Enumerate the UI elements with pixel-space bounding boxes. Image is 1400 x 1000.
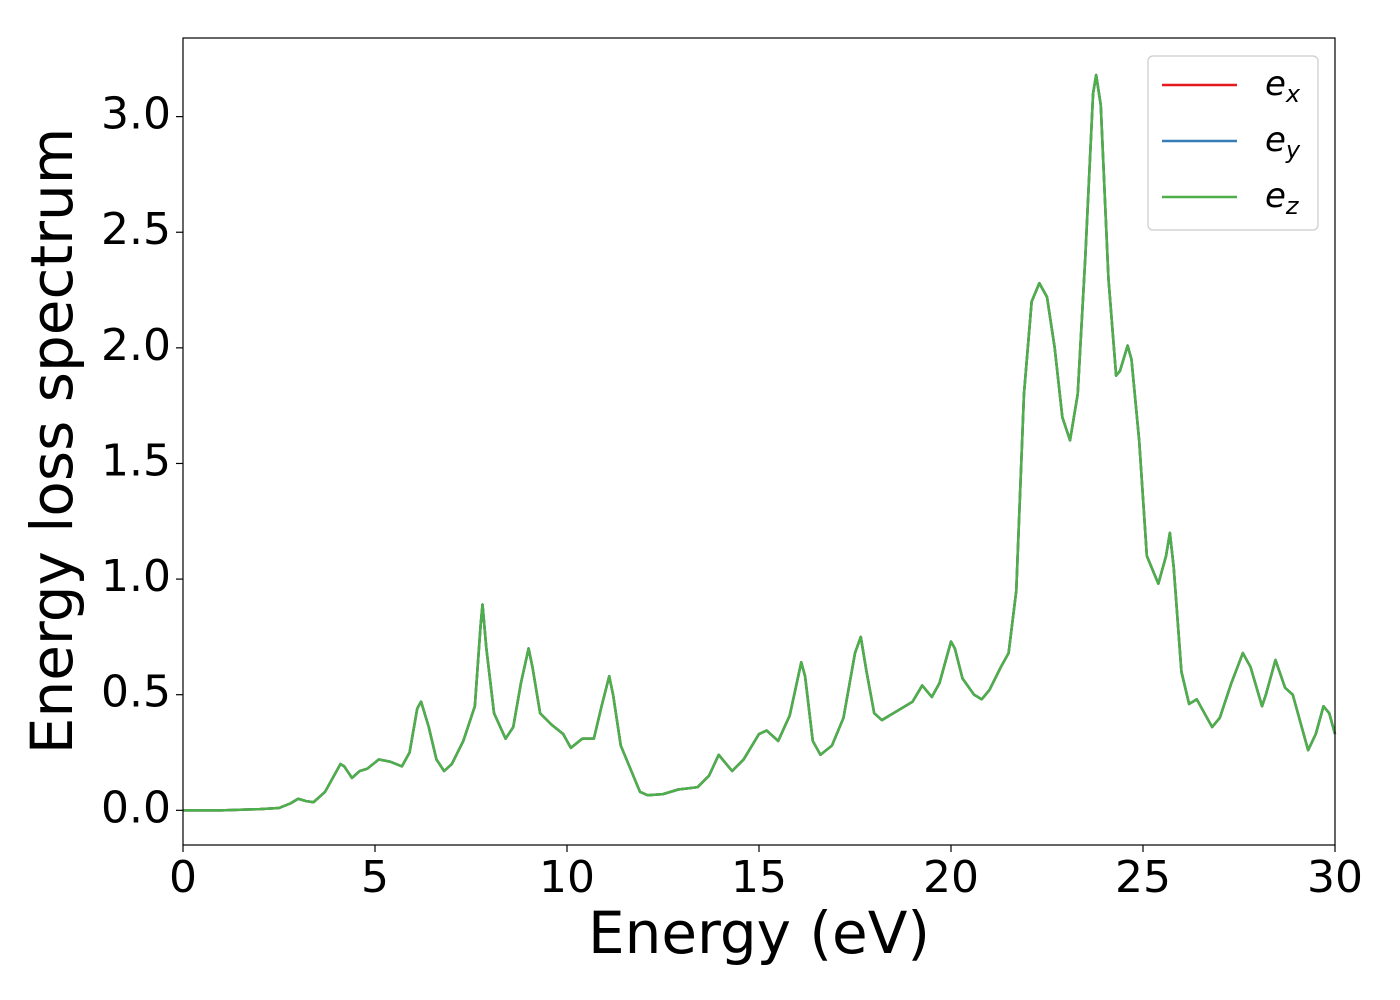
y-tick-label: 2.0 [101, 320, 171, 371]
legend-label: ez [1265, 176, 1300, 221]
x-tick-label: 5 [361, 852, 389, 903]
x-tick-label: 10 [539, 852, 595, 903]
x-axis-label: Energy (eV) [588, 899, 930, 967]
y-tick-label: 0.5 [101, 667, 171, 718]
y-tick-label: 0.0 [101, 782, 171, 833]
legend: ex ey ez [1147, 55, 1319, 231]
legend-label: ex [1265, 64, 1301, 109]
y-tick-label: 1.5 [101, 435, 171, 486]
y-tick-label: 3.0 [101, 89, 171, 140]
line-series [183, 73, 1337, 812]
y-axis-label: Energy loss spectrum [18, 128, 86, 754]
legend-box [1147, 55, 1319, 231]
y-tick-label: 2.5 [101, 204, 171, 255]
x-tick-label: 30 [1307, 852, 1363, 903]
x-tick-label: 25 [1115, 852, 1171, 903]
x-tick-label: 20 [923, 852, 979, 903]
x-tick-label: 15 [731, 852, 787, 903]
plot-frame [182, 37, 1336, 846]
legend-label: ey [1265, 120, 1301, 165]
x-tick-label: 0 [169, 852, 197, 903]
y-tick-label: 1.0 [101, 551, 171, 602]
